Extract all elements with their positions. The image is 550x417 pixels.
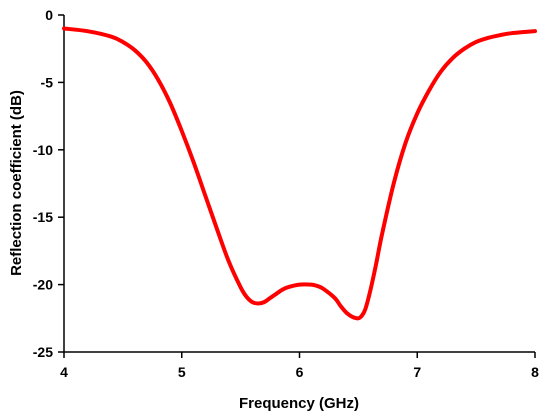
x-tick-label: 4 xyxy=(60,364,68,380)
data-series xyxy=(62,26,537,321)
x-tick-label: 8 xyxy=(531,364,539,380)
y-tick-label: -5 xyxy=(41,74,54,90)
y-axis-title: Reflection coefficient (dB) xyxy=(8,90,25,276)
x-tick-label: 5 xyxy=(178,364,186,380)
axis-ticks: 4 5 6 7 8 0 -5 -10 -15 -20 -25 xyxy=(33,7,539,380)
x-axis-title: Frequency (GHz) xyxy=(239,395,359,412)
plot-axes xyxy=(63,15,535,353)
x-tick-label: 6 xyxy=(296,364,304,380)
y-tick-label: -20 xyxy=(33,277,53,293)
x-tick-label: 7 xyxy=(413,364,421,380)
series-line xyxy=(62,26,537,321)
y-tick-label: -15 xyxy=(33,209,53,225)
y-tick-label: -10 xyxy=(33,142,53,158)
y-tick-label: -25 xyxy=(33,344,53,360)
y-tick-label: 0 xyxy=(45,7,53,23)
